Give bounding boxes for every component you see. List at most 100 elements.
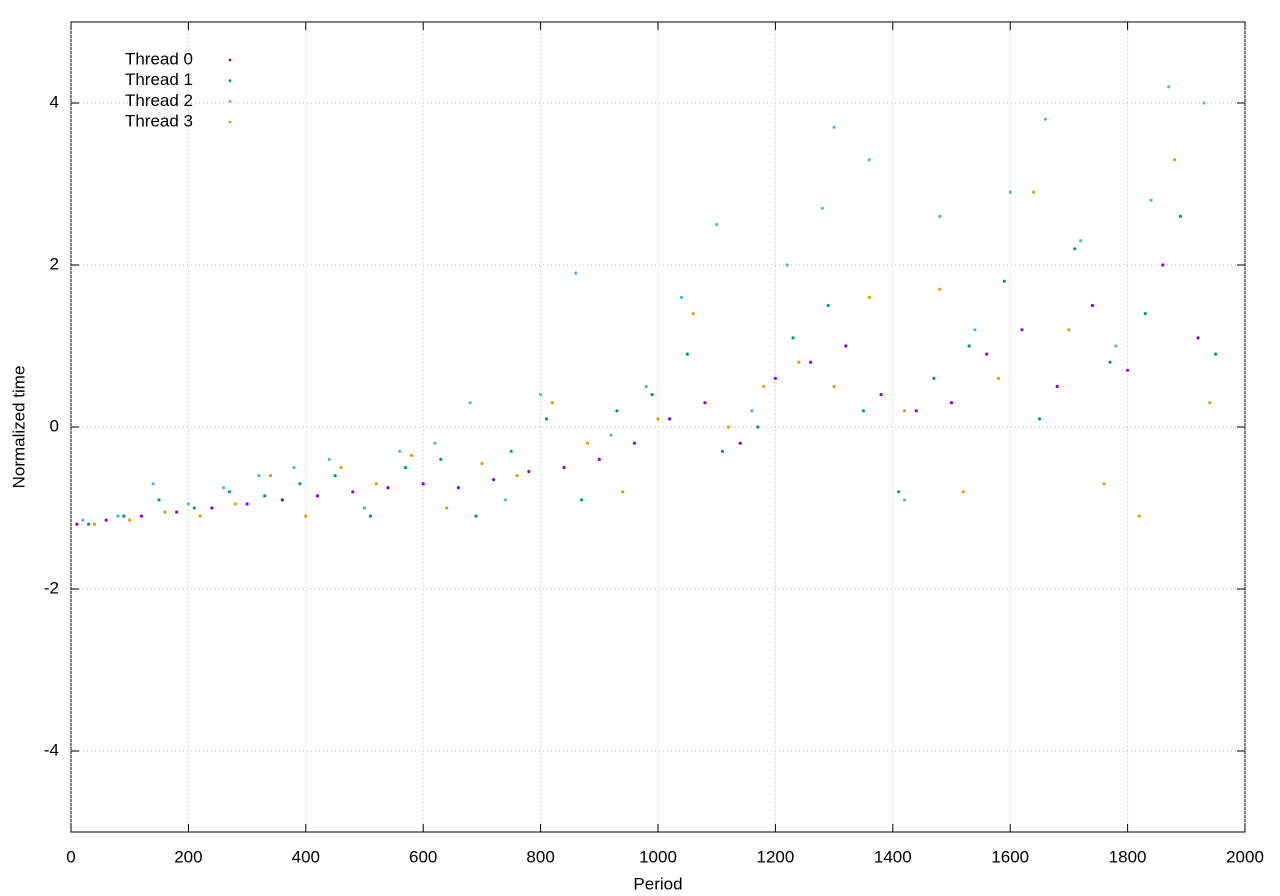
point — [386, 486, 390, 490]
point — [703, 401, 707, 405]
point — [81, 518, 85, 522]
point — [92, 522, 97, 526]
x-tick-label: 1000 — [639, 847, 677, 866]
point — [374, 482, 378, 486]
legend-label: Thread 0 — [125, 49, 193, 68]
point — [826, 303, 830, 308]
point — [691, 312, 695, 316]
point — [327, 457, 331, 461]
point — [1020, 328, 1024, 332]
point — [280, 498, 284, 502]
legend-label: Thread 2 — [125, 91, 193, 110]
x-tick-label: 800 — [526, 847, 554, 866]
x-tick-label: 0 — [66, 847, 75, 866]
x-tick-label: 1600 — [991, 847, 1029, 866]
point — [756, 425, 760, 429]
point — [597, 457, 601, 461]
point — [1073, 247, 1077, 251]
point — [791, 336, 795, 340]
point — [1161, 263, 1165, 267]
point — [1202, 101, 1206, 105]
point — [1108, 360, 1112, 364]
point — [656, 417, 660, 421]
y-tick-label: 4 — [50, 92, 59, 111]
point — [1090, 303, 1094, 308]
point — [515, 474, 519, 478]
point — [527, 469, 531, 474]
point — [503, 498, 507, 502]
point — [292, 465, 296, 470]
point — [609, 433, 613, 437]
point — [210, 506, 214, 510]
point — [832, 384, 836, 389]
point — [544, 417, 549, 421]
point — [175, 510, 179, 514]
x-axis-label: Period — [633, 874, 682, 893]
point — [122, 514, 126, 518]
point — [726, 425, 731, 429]
point — [985, 352, 989, 356]
point — [1143, 312, 1147, 316]
point — [973, 328, 977, 332]
point — [403, 465, 408, 470]
point — [492, 478, 496, 482]
point — [157, 498, 161, 502]
point — [263, 494, 267, 498]
point — [116, 514, 120, 518]
point — [632, 441, 637, 445]
point — [785, 263, 789, 267]
point — [192, 506, 196, 510]
point — [580, 498, 584, 502]
point — [198, 514, 202, 518]
point — [809, 360, 813, 364]
y-axis-label: Normalized time — [9, 366, 28, 489]
point — [509, 449, 513, 453]
point — [1178, 214, 1183, 218]
point — [902, 498, 907, 502]
point — [1208, 401, 1212, 405]
point — [861, 409, 866, 413]
point — [879, 393, 883, 397]
point — [844, 344, 848, 348]
point — [720, 449, 725, 453]
point — [439, 457, 443, 461]
point — [550, 401, 554, 405]
point — [650, 393, 654, 397]
point — [932, 376, 936, 380]
y-tick-label: 0 — [50, 416, 59, 435]
point — [333, 474, 337, 478]
point — [433, 441, 437, 445]
point — [562, 465, 566, 470]
x-tick-label: 1200 — [756, 847, 794, 866]
y-tick-label: 2 — [50, 254, 59, 273]
legend-label: Thread 3 — [125, 112, 193, 131]
y-tick-label: -2 — [44, 578, 59, 597]
legend-swatch — [228, 120, 232, 124]
point — [398, 449, 402, 453]
point — [351, 490, 355, 494]
point — [644, 384, 648, 389]
point — [1055, 384, 1059, 389]
point — [339, 465, 343, 470]
point — [867, 158, 871, 162]
point — [445, 506, 449, 510]
point — [1196, 336, 1200, 340]
point — [539, 393, 543, 397]
point — [750, 409, 754, 413]
point — [832, 125, 836, 129]
point — [368, 514, 372, 518]
point — [1214, 352, 1218, 356]
point — [1079, 239, 1083, 243]
point — [298, 482, 302, 486]
point — [1037, 417, 1042, 421]
point — [897, 490, 901, 494]
x-tick-label: 600 — [409, 847, 437, 866]
legend-swatch — [228, 79, 232, 83]
point — [1102, 482, 1106, 486]
point — [1067, 328, 1071, 332]
point — [996, 376, 1001, 380]
point — [820, 206, 824, 210]
point — [938, 214, 942, 218]
